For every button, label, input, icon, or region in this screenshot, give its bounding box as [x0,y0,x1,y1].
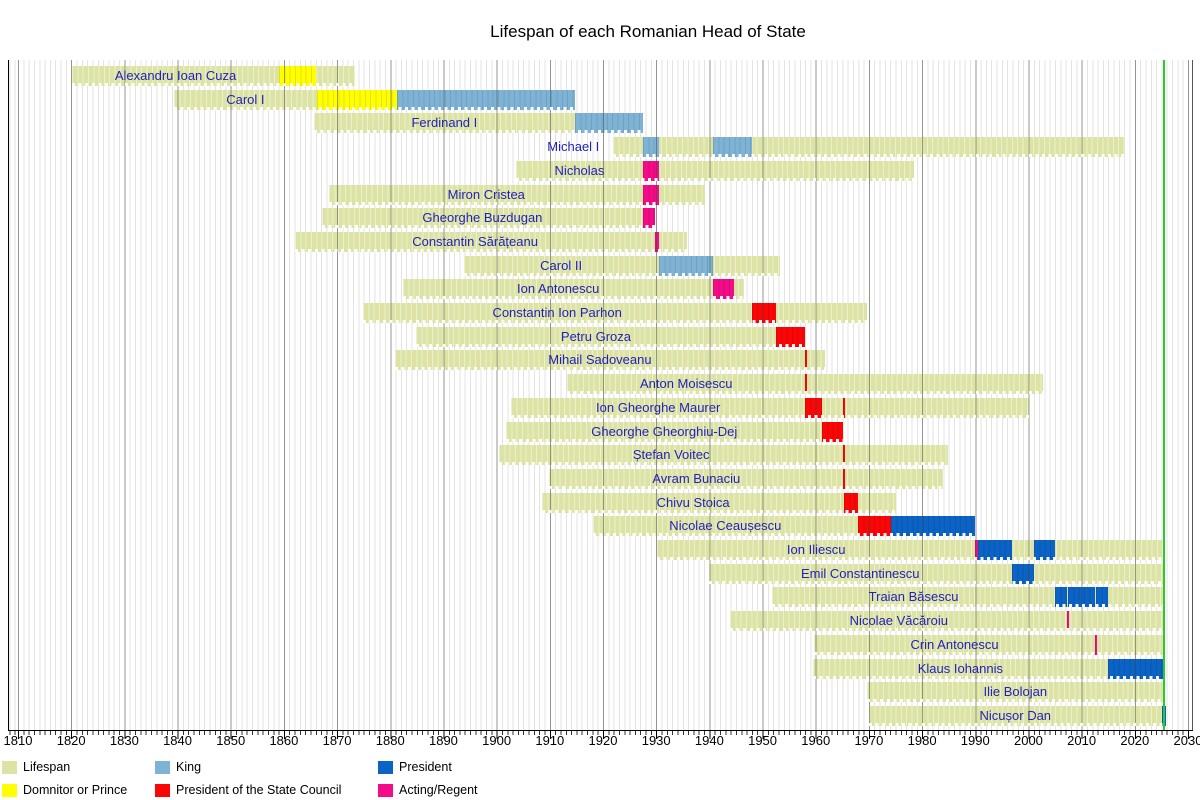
x-axis-tick-label: 1820 [56,733,86,748]
person-name-label: Anton Moisescu [639,376,733,392]
x-axis-tick-label: 1870 [322,733,352,748]
person-name-label: Avram Bunaciu [652,470,741,486]
legend-swatch-president [378,761,393,774]
legend-swatch-prince [2,784,17,797]
x-axis-tick-label: 1860 [269,733,299,748]
x-axis-tick-label: 1980 [907,733,937,748]
person-name-label: Traian Băsescu [868,589,959,605]
bar-bottom-hatch [657,557,1166,560]
today-line [1162,60,1165,730]
x-axis-tick-label: 2030 [1173,733,1200,748]
legend-label: Acting/Regent [399,783,478,797]
person-name-label: Nicolae Ceaușescu [669,518,782,534]
person-name-label: Crin Antonescu [910,636,999,652]
bar-bottom-hatch [549,485,943,489]
x-axis-tick-label: 1930 [641,733,671,748]
bar-bottom-hatch [463,272,781,276]
person-name-label: Ștefan Voitec [632,447,710,463]
x-axis-tick-label: 1960 [801,733,831,748]
person-name-label: Gheorghe Buzdugan [422,210,543,226]
person-name-label: Petru Groza [560,328,631,344]
legend-label: Lifespan [23,760,71,774]
person-name-label: Nicolae Văcăroiu [849,613,948,629]
axis-line [8,730,1193,731]
person-name-label: Chivu Stoica [656,494,730,510]
person-name-label: Ion Gheorghe Maurer [596,399,721,415]
bar-bottom-hatch [567,391,1043,395]
person-name-label: Constantin Sărățeanu [412,233,538,249]
person-name-label: Mihail Sadoveanu [548,352,652,368]
x-axis-tick-label: 1850 [216,733,246,748]
legend-swatch-lifespan [2,761,17,774]
x-axis-tick-label: 1940 [694,733,724,748]
x-axis-tick-label: 1810 [3,733,33,748]
person-name-label: Constantin Ion Parhon [492,305,622,320]
bar-bottom-hatch [499,462,949,466]
legend-label: King [176,760,202,774]
legend-label: President of the State Council [176,783,342,797]
x-axis-tick-label: 2010 [1067,733,1097,748]
bar-bottom-hatch [313,130,644,134]
chart-title: Lifespan of each Romanian Head of State [490,22,806,41]
x-axis-tick-label: 1880 [375,733,405,748]
x-axis-tick-label: 1840 [163,733,192,748]
bar-bottom-hatch [510,414,1029,418]
person-name-label: Carol I [226,91,265,107]
plot-right-border [1192,60,1193,730]
bar-bottom-hatch [772,604,1164,608]
person-name-label: Klaus Iohannis [917,660,1004,676]
bar-bottom-hatch [708,580,1164,584]
x-axis-tick-label: 1990 [960,733,990,748]
x-axis-tick-label: 1920 [588,733,618,748]
bar-bottom-hatch [612,154,1124,158]
person-name-label: Gheorghe Gheorghiu-Dej [591,423,738,439]
legend-swatch-council [155,784,170,797]
person-name-label: Ilie Bolojan [983,684,1048,700]
x-axis-tick-label: 1910 [535,733,565,748]
person-name-label: Carol II [540,257,583,273]
person-name-label: Ion Antonescu [516,281,600,297]
person-name-label: Nicușor Dan [979,707,1052,723]
person-name-label: Ferdinand I [411,115,478,131]
person-name-label: Emil Constantinescu [801,565,920,581]
bottom-decade-ticks [8,731,1192,739]
person-name-label: Ion Iliescu [786,542,846,557]
bar-bottom-hatch [592,533,976,537]
x-axis-tick-label: 2000 [1013,733,1043,748]
x-axis-tick-label: 2020 [1120,733,1150,748]
x-axis-tick-label: 1900 [482,733,512,748]
legend-label: President [399,760,452,774]
legend-swatch-king [155,761,170,774]
x-axis-tick-label: 1830 [109,733,139,748]
person-name-label: Nicholas [554,162,605,178]
legend-swatch-acting [378,784,393,797]
person-name-label: Alexandru Ioan Cuza [114,68,237,83]
x-axis-tick-label: 1970 [854,733,884,748]
legend-label: Domnitor or Prince [23,783,128,797]
x-axis-tick-label: 1890 [428,733,458,748]
x-axis-tick-label: 1950 [748,733,778,748]
person-name-label: Michael I [547,139,600,155]
person-name-label: Miron Cristea [447,186,525,202]
